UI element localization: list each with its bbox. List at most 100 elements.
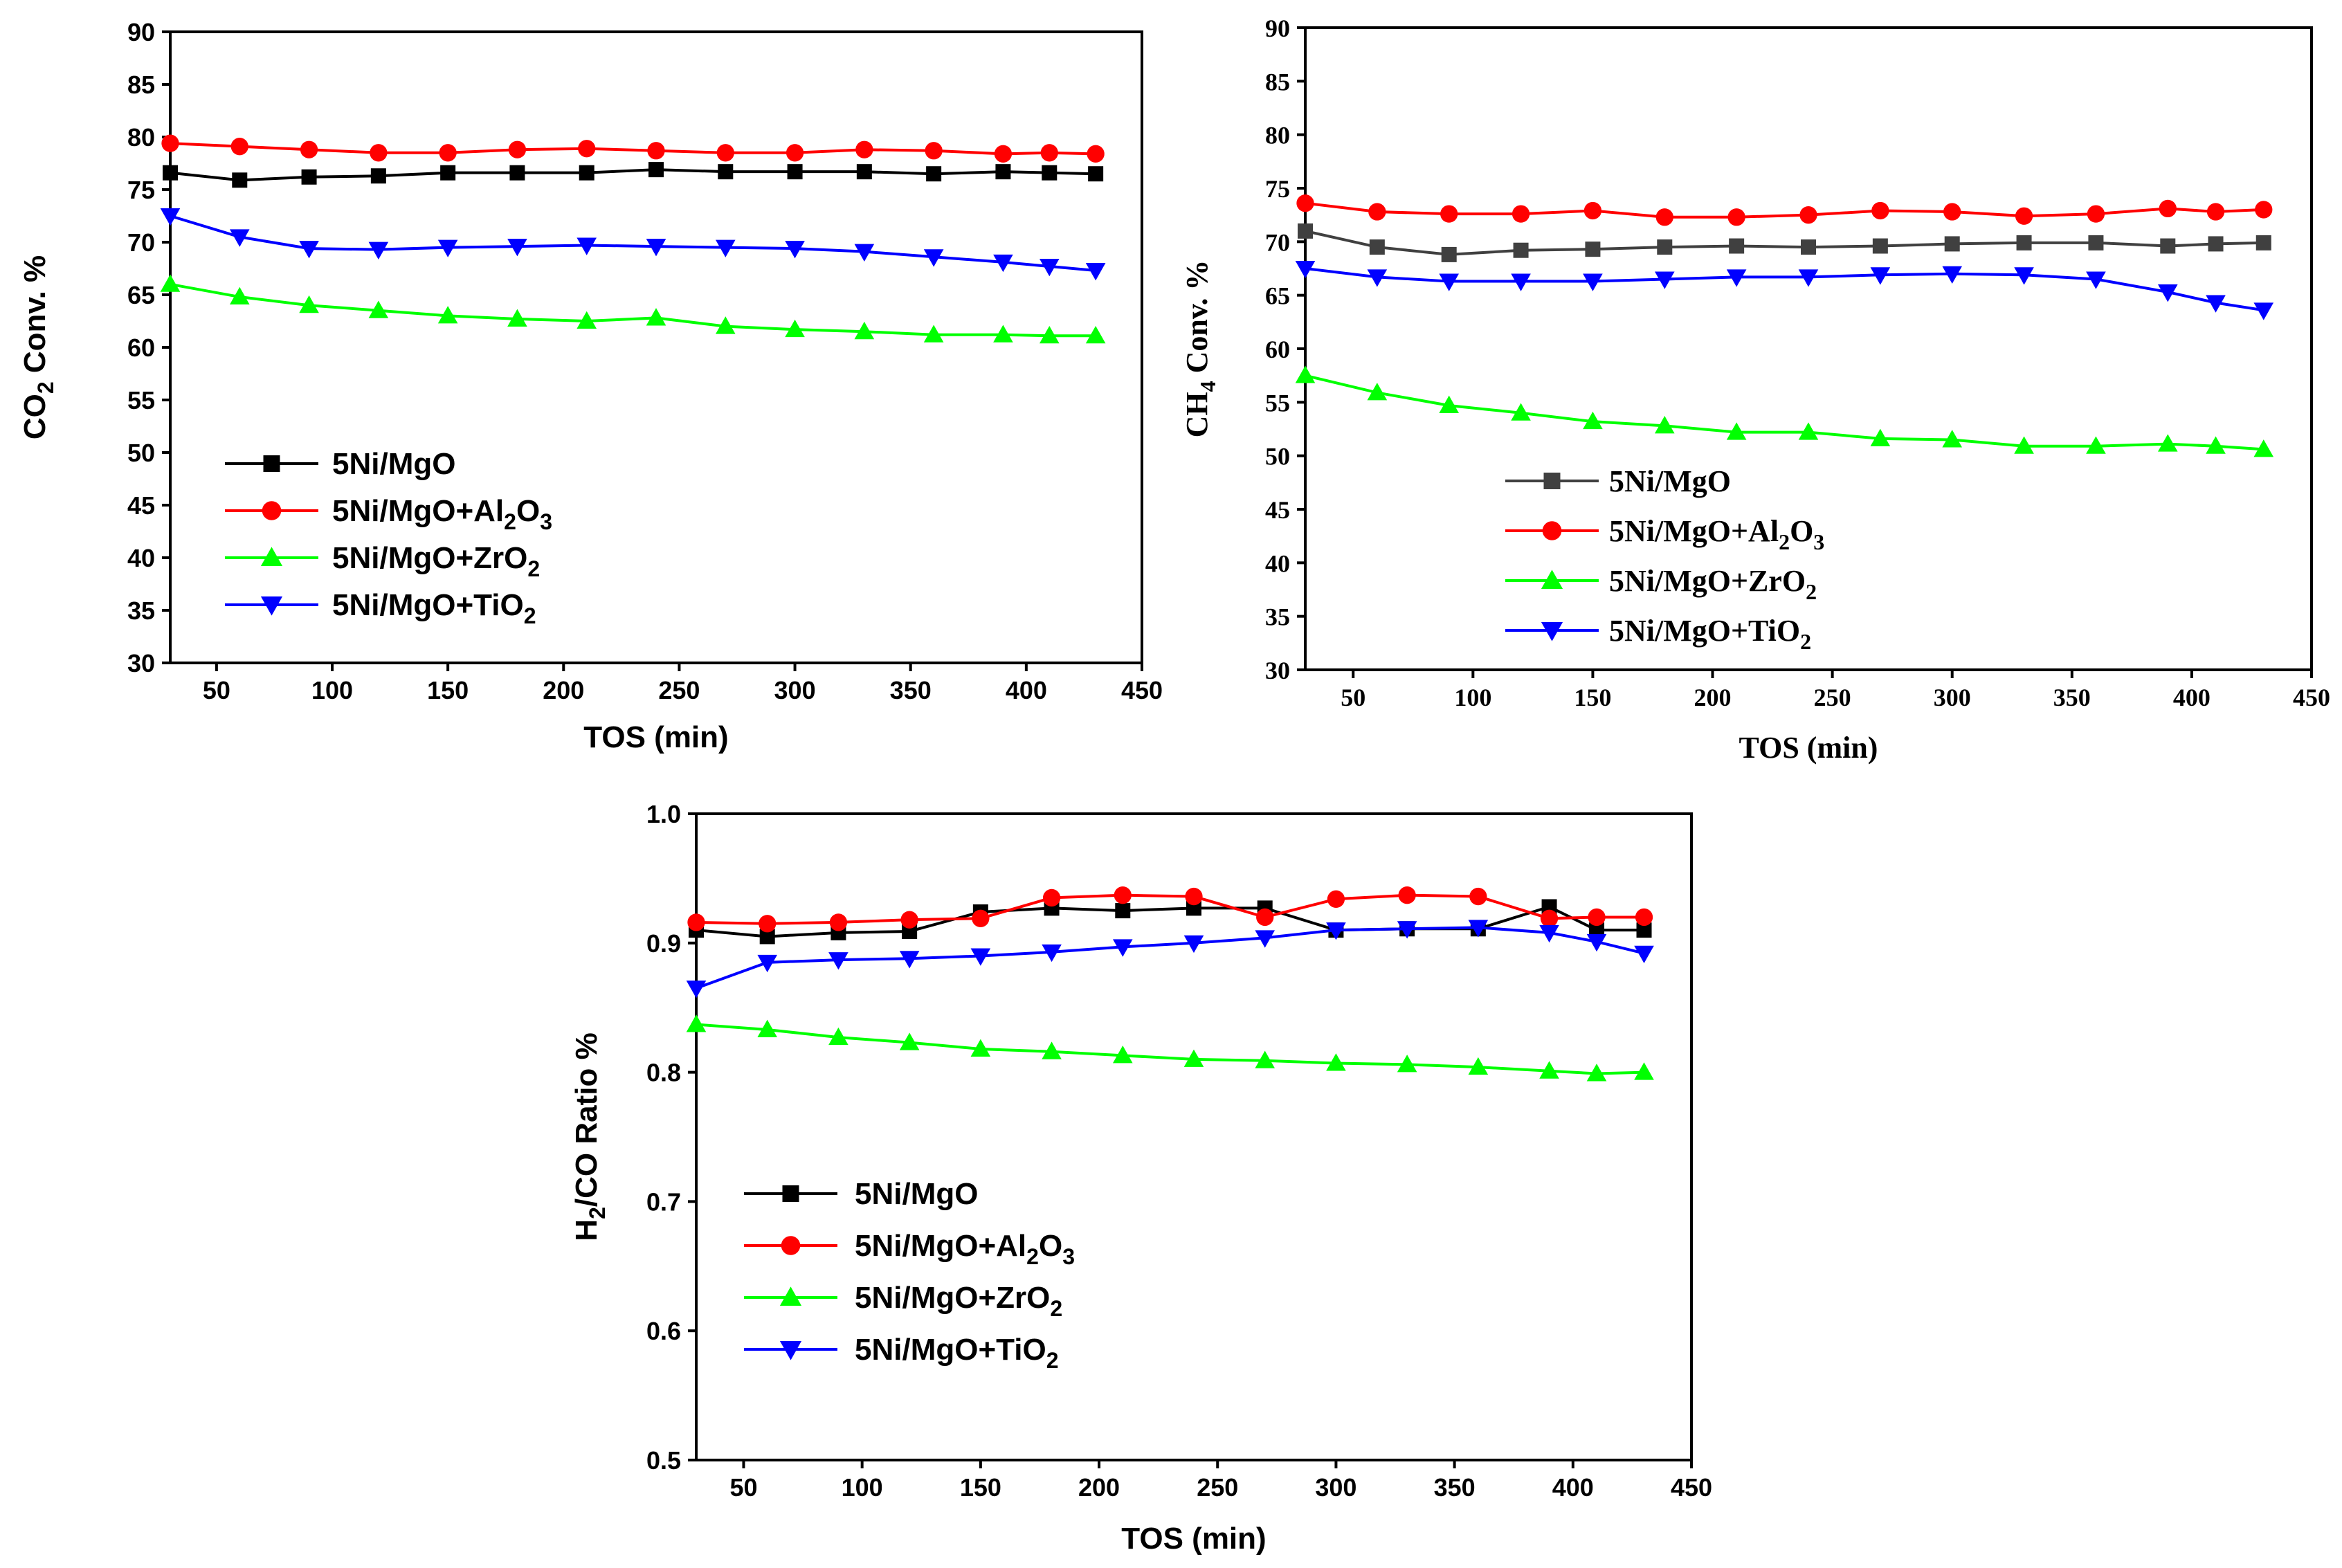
co2-data-point <box>579 165 594 181</box>
h2co-y-tick-label: 0.8 <box>646 1059 681 1087</box>
ch4-y-tick-label: 70 <box>1265 228 1290 256</box>
co2-data-point <box>229 229 250 247</box>
co2-legend-label: 5Ni/MgO+TiO2 <box>332 588 536 628</box>
ch4-data-point <box>1511 273 1531 291</box>
h2co-data-point <box>759 915 777 933</box>
h2co-y-tick-label: 0.9 <box>646 929 681 958</box>
co2-x-tick-label: 350 <box>890 676 932 704</box>
ch4-legend-label: 5Ni/MgO+ZrO2 <box>1609 564 1817 604</box>
co2-data-point <box>854 321 875 340</box>
h2co-data-point <box>1112 1046 1133 1064</box>
co2-data-point <box>647 142 665 160</box>
co2-y-tick-label: 80 <box>127 123 155 152</box>
co2-data-point <box>787 164 803 180</box>
ch4-x-tick-label: 450 <box>2293 684 2330 711</box>
ch4-data-point <box>1655 208 1673 226</box>
ch4-data-point <box>1441 246 1457 262</box>
h2co-x-tick-label: 350 <box>1434 1473 1476 1502</box>
ch4-x-tick-label: 200 <box>1694 684 1732 711</box>
h2co-data-point <box>1398 886 1416 904</box>
co2-legend-marker <box>263 455 280 472</box>
ch4-data-point <box>1440 205 1458 223</box>
co2-data-point <box>995 164 1011 180</box>
h2co-data-point <box>759 929 775 945</box>
co2-data-point <box>439 144 457 162</box>
co2-y-tick-label: 35 <box>127 596 155 625</box>
h2co-data-point <box>1586 1064 1607 1082</box>
co2-y-tick-label: 85 <box>127 71 155 99</box>
ch4-data-point <box>2206 295 2226 313</box>
co2-series-0 <box>163 162 1104 188</box>
ch4-data-point <box>1944 236 1960 252</box>
h2co-data-point <box>1183 935 1204 954</box>
ch4-data-point <box>1298 223 1313 239</box>
ch4-x-tick-label: 150 <box>1574 684 1611 711</box>
co2-data-point <box>994 145 1013 163</box>
co2-series-3 <box>160 208 1106 281</box>
ch4-data-point <box>1870 267 1891 285</box>
h2co-data-point <box>899 951 920 969</box>
co2-x-tick-label: 50 <box>203 676 230 704</box>
h2co-data-point <box>1636 922 1652 938</box>
ch4-y-tick-label: 35 <box>1265 603 1290 631</box>
co2-data-point <box>440 165 456 181</box>
ch4-series-0 <box>1298 223 2271 262</box>
h2co-data-point <box>1042 1041 1062 1059</box>
ch4-data-point <box>2016 235 2032 250</box>
ch4-chart: 30 35 40 45 50 55 60 65 70 75 80 85 90 50 100 150 200 250… <box>1180 15 2330 765</box>
ch4-data-point <box>2086 271 2106 289</box>
ch4-data-point <box>1798 269 1819 287</box>
ch4-y-tick-label: 40 <box>1265 549 1290 577</box>
h2co-x-tick-label: 300 <box>1315 1473 1356 1502</box>
ch4-data-point <box>1367 383 1388 401</box>
h2co-data-point <box>1634 1062 1654 1080</box>
co2-data-point <box>160 208 181 226</box>
co2-chart: 30 35 40 45 50 55 60 65 70 75 80 85 90 50 100 150 200 250… <box>18 18 1163 754</box>
h2co-data-point <box>1042 888 1061 907</box>
h2co-data-point <box>1327 890 1345 908</box>
co2-y-tick-label: 45 <box>127 491 155 520</box>
h2co-x-tick-label: 50 <box>729 1473 757 1502</box>
h2co-data-point <box>970 948 991 966</box>
ch4-data-point <box>2253 439 2274 457</box>
ch4-y-tick-label: 50 <box>1265 443 1290 471</box>
h2co-y-tick-label: 0.6 <box>646 1317 681 1345</box>
h2co-data-point <box>970 1039 991 1057</box>
h2co-data-point <box>1468 920 1489 938</box>
h2co-data-point <box>1634 945 1654 964</box>
ch4-x-tick-label: 100 <box>1454 684 1491 711</box>
ch4-series-1 <box>1296 194 2273 226</box>
h2co-legend-label: 5Ni/MgO+TiO2 <box>855 1333 1058 1373</box>
co2-data-point <box>299 241 319 259</box>
co2-data-point <box>1040 144 1058 162</box>
h2co-data-point <box>1468 1057 1489 1075</box>
h2co-y-tick-label: 0.5 <box>646 1446 681 1475</box>
co2-data-point <box>507 239 527 257</box>
ch4-data-point <box>1367 269 1388 287</box>
co2-x-tick-label: 450 <box>1121 676 1163 704</box>
co2-data-point <box>1085 263 1106 281</box>
co2-data-point <box>786 144 804 162</box>
co2-data-point <box>1088 166 1104 182</box>
co2-y-tick-label: 30 <box>127 649 155 677</box>
ch4-data-point <box>2255 201 2273 219</box>
h2co-data-point <box>828 1027 848 1046</box>
ch4-x-tick-label: 400 <box>2173 684 2211 711</box>
ch4-legend-label: 5Ni/MgO+Al2O3 <box>1609 514 1824 554</box>
co2-data-point <box>509 165 525 181</box>
h2co-data-point <box>1185 887 1203 906</box>
h2co-legend: 5Ni/MgO 5Ni/MgO+Al2O3 5Ni/MgO+ZrO2 5Ni/MgO+… <box>744 1177 1075 1373</box>
co2-data-point <box>925 142 943 160</box>
ch4-data-point <box>1511 403 1531 421</box>
co2-x-axis-title: TOS (min) <box>583 720 728 754</box>
co2-data-point <box>1039 258 1060 277</box>
co2-data-point <box>300 140 318 158</box>
co2-data-point <box>648 162 664 178</box>
ch4-data-point <box>2253 302 2274 320</box>
h2co-legend-marker <box>779 1286 802 1306</box>
ch4-data-point <box>1583 201 1602 220</box>
h2co-x-axis-title: TOS (min) <box>1121 1522 1266 1556</box>
ch4-data-point <box>1729 238 1745 254</box>
ch4-data-point <box>1801 239 1816 255</box>
h2co-x-tick-label: 450 <box>1671 1473 1712 1502</box>
